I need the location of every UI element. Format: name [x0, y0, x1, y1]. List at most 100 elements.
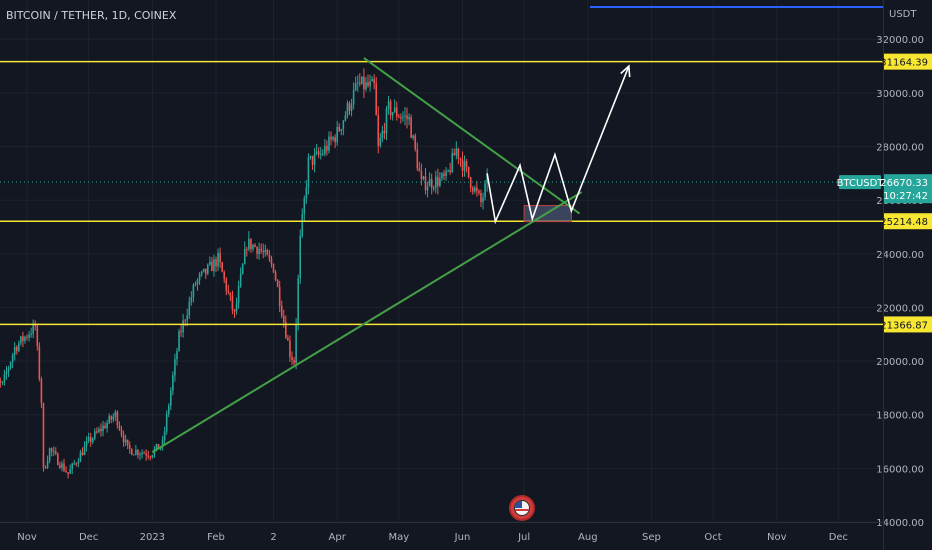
candle-body: [391, 112, 394, 116]
candle-body: [422, 176, 425, 179]
candle-body: [206, 264, 209, 274]
axis-unit-label: USDT: [889, 9, 917, 20]
candle-body: [178, 331, 180, 352]
current-price-label: 26670.33: [880, 178, 928, 189]
candle-body: [165, 414, 168, 432]
candle-body: [215, 259, 217, 267]
candle-body: [239, 273, 242, 287]
candle-body: [437, 176, 439, 186]
us-flag-event-icon[interactable]: [511, 497, 533, 519]
candle-body: [356, 82, 359, 84]
candle-body: [50, 448, 53, 452]
candle-body: [30, 333, 32, 335]
candle-body: [5, 371, 8, 375]
y-tick-label: 20000.00: [876, 357, 924, 368]
candle-body: [363, 76, 365, 90]
candle-body: [130, 448, 133, 455]
trendline-support: [151, 191, 583, 454]
candle-body: [75, 463, 78, 465]
candle-body: [69, 469, 71, 474]
chart-title: BITCOIN / TETHER, 1D, COINEX: [6, 9, 177, 22]
candle-body: [476, 187, 478, 191]
candle-body: [211, 261, 213, 272]
x-tick-label: Jun: [454, 532, 471, 543]
candle-body: [120, 429, 123, 435]
candle-body: [79, 452, 82, 462]
candle-body: [209, 261, 211, 265]
candle-body: [334, 137, 336, 143]
candle-body: [395, 107, 398, 117]
candle-body: [225, 278, 228, 291]
x-tick-label: Nov: [17, 532, 37, 543]
candle-body: [83, 446, 86, 456]
candle-body: [163, 431, 166, 440]
candle-body: [126, 439, 129, 446]
candle-body: [200, 271, 203, 275]
candle-body: [87, 436, 90, 441]
candle-body: [484, 183, 486, 198]
candle-body: [400, 117, 402, 119]
candle-body: [457, 148, 460, 159]
candle-body: [272, 263, 275, 273]
candle-body: [297, 278, 299, 324]
candle-body: [243, 248, 246, 265]
candle-body: [258, 248, 260, 255]
candle-body: [24, 336, 26, 341]
x-tick-label: Nov: [767, 532, 787, 543]
candle-body: [375, 83, 378, 116]
symbol-tag-label: BTCUSDT: [837, 178, 885, 189]
candle-body: [223, 271, 226, 279]
candle-body: [213, 259, 215, 272]
candle-body: [167, 405, 170, 415]
candle-body: [385, 108, 388, 134]
y-tick-label: 30000.00: [876, 89, 924, 100]
candle-body: [141, 452, 143, 455]
candle-body: [57, 453, 59, 466]
candle-body: [486, 174, 488, 184]
candle-body: [313, 153, 316, 165]
candle-body: [266, 249, 269, 255]
candle-body: [145, 453, 147, 456]
candle-body: [85, 440, 88, 447]
candle-body: [71, 463, 74, 470]
candle-body: [264, 249, 267, 253]
candle-body: [229, 292, 232, 297]
candle-body: [311, 155, 314, 165]
level-price-label: 21366.87: [880, 320, 928, 331]
x-tick-label: Dec: [829, 532, 848, 543]
candle-body: [393, 107, 396, 113]
candle-body: [237, 286, 240, 304]
y-tick-label: 24000.00: [876, 250, 924, 261]
level-price-tag: [884, 213, 932, 230]
symbol-tag: [839, 175, 881, 190]
candle-body: [408, 117, 410, 120]
candle-body: [147, 455, 150, 457]
candle-body: [198, 274, 201, 280]
candle-body: [122, 434, 125, 443]
candle-body: [0, 380, 2, 382]
candle-body: [112, 416, 115, 420]
x-tick-label: Oct: [704, 532, 721, 543]
x-tick-label: Sep: [642, 532, 661, 543]
x-tick-label: Jul: [517, 532, 530, 543]
candle-body: [441, 173, 443, 179]
candle-body: [252, 244, 254, 250]
candle-body: [416, 149, 419, 169]
candle-body: [227, 290, 230, 293]
candle-body: [469, 177, 472, 188]
candle-body: [303, 198, 306, 214]
candle-body: [217, 252, 219, 267]
current-price-tag: [884, 174, 932, 204]
candle-body: [151, 455, 154, 458]
candle-body: [174, 359, 176, 376]
y-tick-label: 22000.00: [876, 303, 924, 314]
bar-countdown-label: 10:27:42: [883, 191, 928, 202]
candle-body: [22, 336, 24, 341]
candle-body: [241, 264, 244, 274]
candle-body: [377, 115, 380, 146]
candle-body: [73, 463, 76, 465]
candle-body: [202, 268, 205, 272]
x-tick-label: 2023: [140, 532, 165, 543]
candle-body: [367, 82, 369, 86]
